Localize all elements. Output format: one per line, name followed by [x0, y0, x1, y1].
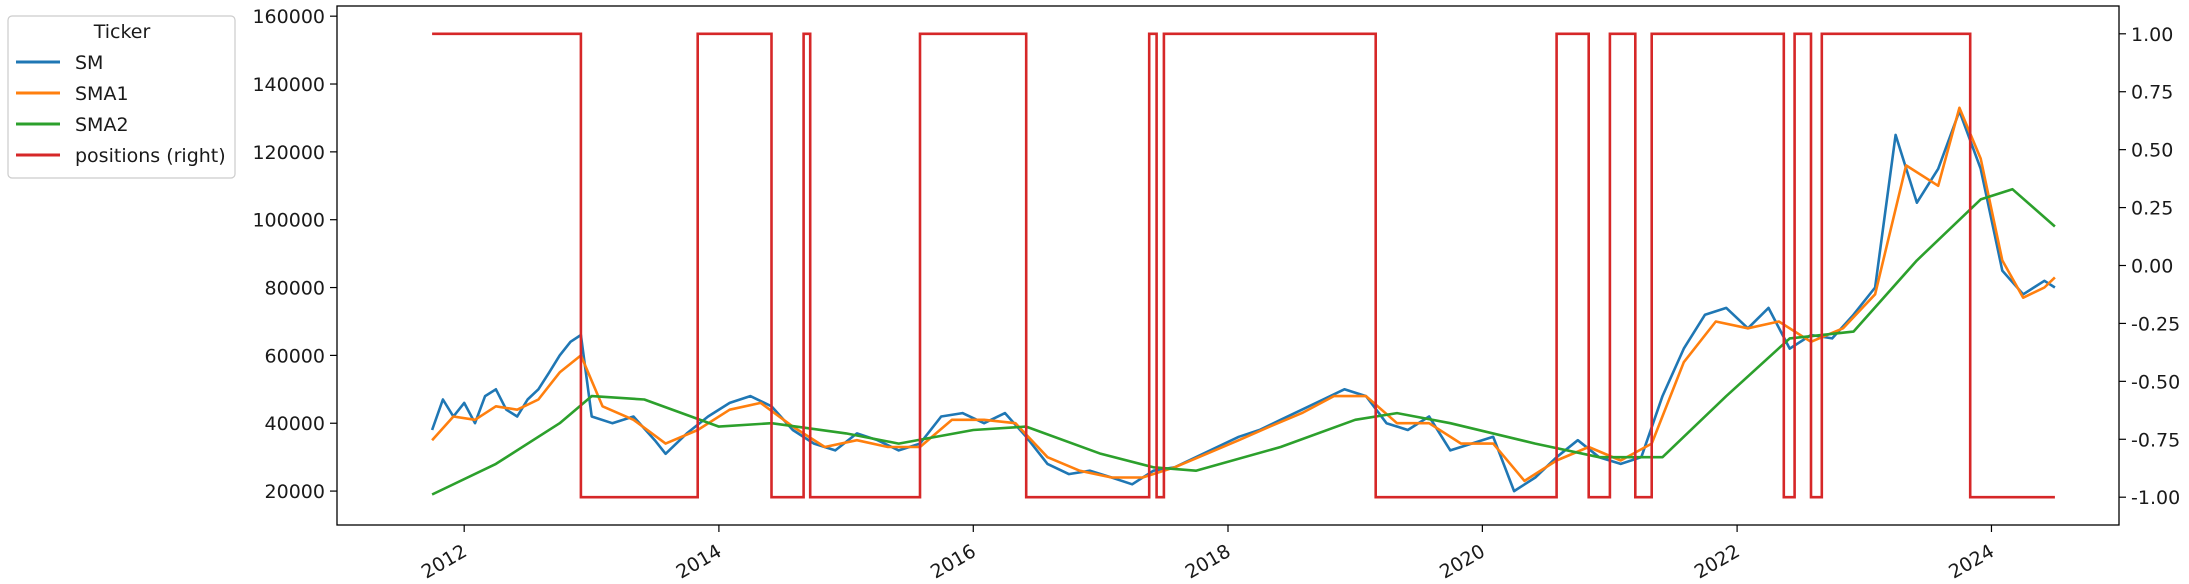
y-left-tick-label: 140000: [252, 74, 325, 96]
y-right-tick-label: 0.00: [2131, 256, 2173, 278]
legend-label-sma2: SMA2: [75, 114, 129, 136]
y-left-tick-label: 60000: [265, 345, 325, 367]
legend-label-sm: SM: [75, 52, 103, 74]
y-right-tick-label: 0.75: [2131, 82, 2173, 104]
y-right-tick-label: 0.50: [2131, 140, 2173, 162]
legend: Ticker SM SMA1 SMA2 positions (right): [7, 15, 236, 179]
y-right-tick-label: -0.25: [2131, 313, 2180, 335]
legend-title: Ticker: [93, 21, 151, 43]
y-right-tick-label: -1.00: [2131, 487, 2180, 509]
y-left-tick-label: 80000: [265, 278, 325, 300]
y-left-tick-label: 160000: [252, 6, 325, 28]
y-left-tick-label: 20000: [265, 481, 325, 503]
y-left-tick-label: 40000: [265, 413, 325, 435]
y-left-tick-label: 100000: [252, 210, 325, 232]
series-line-positions: [432, 32, 2055, 499]
y-right-tick-label: 1.00: [2131, 24, 2173, 46]
y-axis-left: 20000 40000 60000 80000 100000 120000 140000 16…: [252, 6, 337, 503]
legend-frame: [7, 15, 236, 179]
y-axis-right: -1.00 -0.75 -0.50 -0.25 0.00 0.25 0.50 0.75 1.00: [2119, 24, 2180, 509]
y-left-tick-label: 120000: [252, 142, 325, 164]
legend-label-sma1: SMA1: [75, 83, 129, 105]
y-right-tick-label: -0.75: [2131, 429, 2180, 451]
series-layer: [430, 32, 2056, 499]
legend-label-positions: positions (right): [75, 145, 226, 167]
y-right-tick-label: 0.25: [2131, 198, 2173, 220]
y-right-tick-label: -0.50: [2131, 371, 2180, 393]
